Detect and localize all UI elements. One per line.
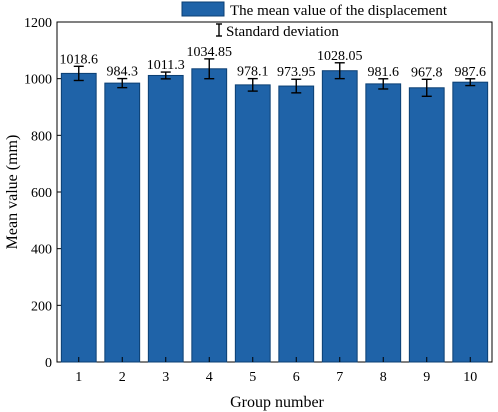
y-tick-label: 600 (31, 186, 52, 201)
y-tick-label: 1200 (24, 16, 52, 31)
bar-value-label: 978.1 (237, 65, 269, 80)
y-tick-label: 800 (31, 129, 52, 144)
bar-value-label: 1018.6 (60, 52, 99, 67)
y-tick-label: 0 (45, 356, 52, 371)
plot-area: 0 200 400 600 800 1000 1200 1018.6 1 984.3 2 1011.3… (24, 16, 493, 385)
bar-value-label: 973.95 (277, 65, 316, 80)
x-tick-label: 3 (162, 370, 169, 385)
y-axis-title: Mean value (mm) (4, 135, 21, 250)
bar (452, 81, 489, 363)
bar (191, 68, 228, 363)
bar-value-label: 1011.3 (147, 58, 185, 73)
y-tick-label: 200 (31, 299, 52, 314)
bar (104, 82, 141, 363)
bar-value-label: 1034.85 (187, 45, 233, 60)
x-tick-label: 7 (336, 370, 343, 385)
bar (147, 74, 184, 363)
legend: The mean value of the displacement Stand… (181, 1, 448, 40)
x-tick-label: 8 (380, 370, 387, 385)
bar-value-label: 981.6 (368, 65, 400, 80)
y-tick-label: 1000 (24, 73, 52, 88)
legend-error-icon (216, 23, 222, 37)
bar-value-label: 967.8 (411, 65, 443, 80)
x-tick-label: 9 (423, 370, 430, 385)
bar-value-label: 987.6 (455, 65, 487, 80)
legend-bar-swatch (181, 1, 225, 17)
x-tick-label: 10 (463, 370, 477, 385)
x-tick-label: 2 (119, 370, 126, 385)
bar-value-label: 1028.05 (317, 49, 363, 64)
x-tick-label: 5 (249, 370, 256, 385)
y-tick-label: 400 (31, 243, 52, 258)
x-axis-title: Group number (230, 394, 324, 411)
bar-value-label: 984.3 (107, 65, 139, 80)
bar (60, 72, 97, 363)
x-tick-label: 1 (75, 370, 82, 385)
bar (408, 87, 445, 363)
bar (321, 70, 358, 363)
legend-error-label: Standard deviation (226, 24, 339, 40)
x-tick-label: 6 (293, 370, 300, 385)
x-tick-label: 4 (206, 370, 213, 385)
bar (365, 83, 402, 363)
bar (234, 84, 271, 363)
legend-bar-label: The mean value of the displacement (230, 3, 448, 19)
bar (278, 85, 315, 363)
